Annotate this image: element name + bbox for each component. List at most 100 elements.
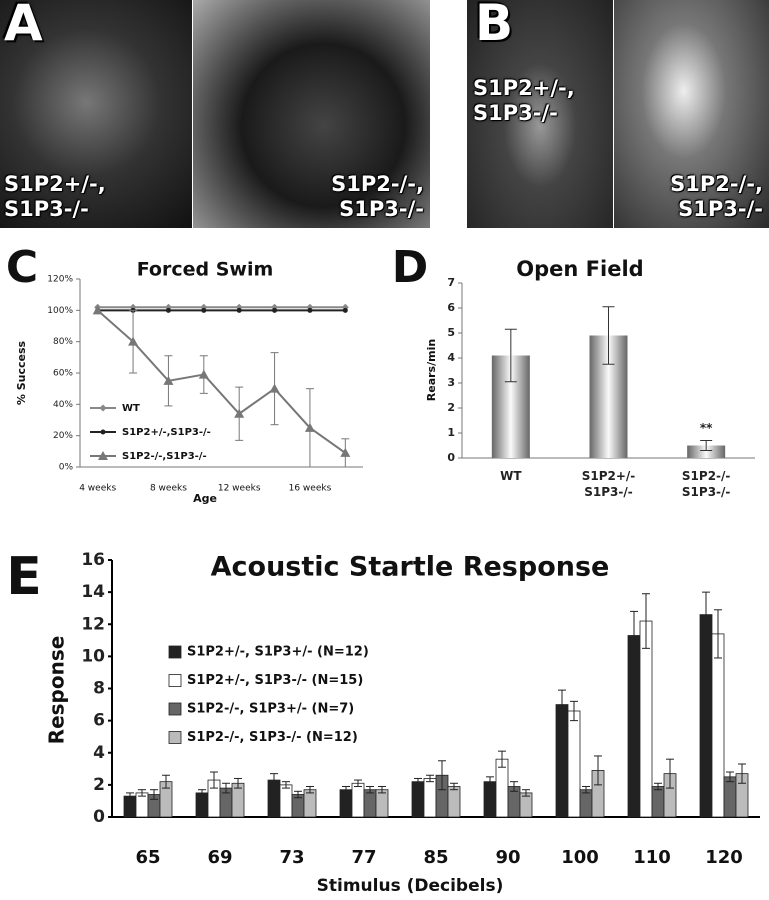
y-tick-label: 0	[93, 807, 105, 827]
bar	[627, 635, 641, 818]
x-tick-label: 77	[351, 847, 376, 868]
y-tick-label: 0%	[59, 463, 74, 473]
panel-letter: B	[475, 0, 514, 52]
x-tick-label: 4 weeks	[79, 484, 116, 494]
bar	[495, 758, 509, 818]
series-line	[97, 309, 346, 454]
y-tick-label: 10	[81, 646, 105, 666]
bar	[303, 789, 317, 818]
bar	[351, 782, 365, 818]
y-tick-label: 4	[93, 743, 105, 763]
line-chart: C Forced Swim % Success Age 0% 20% 40% 60% 80% 10…	[6, 242, 363, 505]
y-tick-label: 60%	[53, 369, 73, 379]
bar	[699, 614, 713, 818]
photo-panel-b: B S1P2+/-, S1P3-/- S1P2-/-, S1P3-/-	[467, 0, 769, 228]
bar	[375, 789, 389, 818]
y-tick-label: 7	[447, 276, 455, 289]
error-bar	[138, 789, 146, 797]
error-bar	[594, 755, 602, 786]
bar	[651, 786, 665, 818]
chart-title: Open Field	[516, 257, 643, 281]
y-tick-label: 3	[447, 376, 455, 389]
error-bar	[504, 328, 517, 383]
error-bar	[366, 785, 374, 794]
bar	[567, 710, 581, 818]
marker	[341, 303, 349, 311]
bar	[447, 786, 461, 818]
photo-panel-a: A S1P2+/-, S1P3-/- S1P2-/-, S1P3-/-	[0, 0, 430, 228]
error-bar	[378, 785, 386, 794]
y-axis-label: % Success	[15, 340, 28, 405]
annotation: **	[700, 421, 713, 435]
bar	[639, 620, 653, 818]
photo	[0, 0, 192, 228]
panel-letter: E	[6, 547, 42, 607]
y-tick-label: 5	[447, 326, 455, 339]
bar	[279, 784, 293, 818]
error-bar	[522, 789, 530, 797]
photo-label: S1P2+/-, S1P3-/-	[473, 76, 575, 125]
marker	[128, 336, 139, 346]
x-axis-label: Stimulus (Decibels)	[317, 876, 504, 896]
error-bar	[414, 777, 422, 786]
error-bar	[354, 779, 362, 787]
legend-label: S1P2+/-, S1P3-/- (N=15)	[187, 673, 363, 688]
x-tick-label: 90	[495, 847, 520, 868]
bar	[411, 781, 425, 818]
y-tick-label: 40%	[53, 400, 73, 410]
x-tick-label: WT	[500, 469, 522, 483]
y-tick-label: 100%	[47, 306, 73, 316]
marker	[92, 305, 103, 315]
marker	[201, 307, 207, 313]
x-tick-label: 110	[633, 847, 671, 868]
error-bar	[198, 789, 206, 797]
error-bar	[602, 306, 615, 365]
error-bar	[702, 591, 710, 638]
error-bar	[642, 593, 650, 649]
y-tick-label: 14	[81, 582, 105, 602]
marker	[164, 303, 172, 311]
y-tick-label: 80%	[53, 337, 73, 347]
chart-title: Forced Swim	[137, 259, 274, 281]
bar	[363, 789, 377, 818]
error-bar	[426, 774, 434, 783]
x-tick-label: 85	[423, 847, 448, 868]
error-bar	[510, 781, 518, 792]
legend-label: S1P2-/-,S1P3-/-	[122, 451, 207, 462]
bar	[579, 789, 593, 818]
x-axis-label: Age	[193, 492, 217, 505]
photo-label: S1P2-/-, S1P3-/-	[670, 172, 763, 221]
marker	[234, 408, 245, 418]
panel-letter: C	[6, 242, 38, 293]
photo	[193, 0, 430, 228]
photo	[467, 0, 613, 228]
chart-title: Acoustic Startle Response	[211, 552, 610, 583]
y-tick-label: 2	[447, 401, 455, 414]
x-tick-label: 12 weeks	[218, 484, 261, 494]
legend-swatch	[168, 702, 182, 716]
marker	[100, 429, 106, 435]
marker	[272, 307, 278, 313]
y-tick-label: 20%	[53, 431, 73, 441]
error-bar	[342, 785, 350, 794]
x-tick-label: 69	[207, 847, 232, 868]
photo	[614, 0, 769, 228]
error-bar	[150, 789, 158, 800]
y-tick-label: 2	[93, 775, 105, 795]
error-bar	[714, 609, 722, 659]
error-bar	[126, 792, 134, 800]
error-bar	[700, 440, 713, 451]
error-bar	[654, 782, 662, 791]
bar	[687, 445, 726, 458]
error-bar	[222, 782, 230, 794]
marker	[306, 303, 314, 311]
x-tick-label: 16 weeks	[289, 484, 332, 494]
y-axis-label: Rears/min	[425, 339, 438, 401]
x-tick-label: 8 weeks	[150, 484, 187, 494]
bar	[423, 778, 437, 818]
error-bar	[666, 758, 674, 789]
marker	[198, 369, 209, 379]
bar	[555, 704, 569, 818]
x-tick-label: S1P2-/- S1P3-/-	[681, 469, 731, 499]
